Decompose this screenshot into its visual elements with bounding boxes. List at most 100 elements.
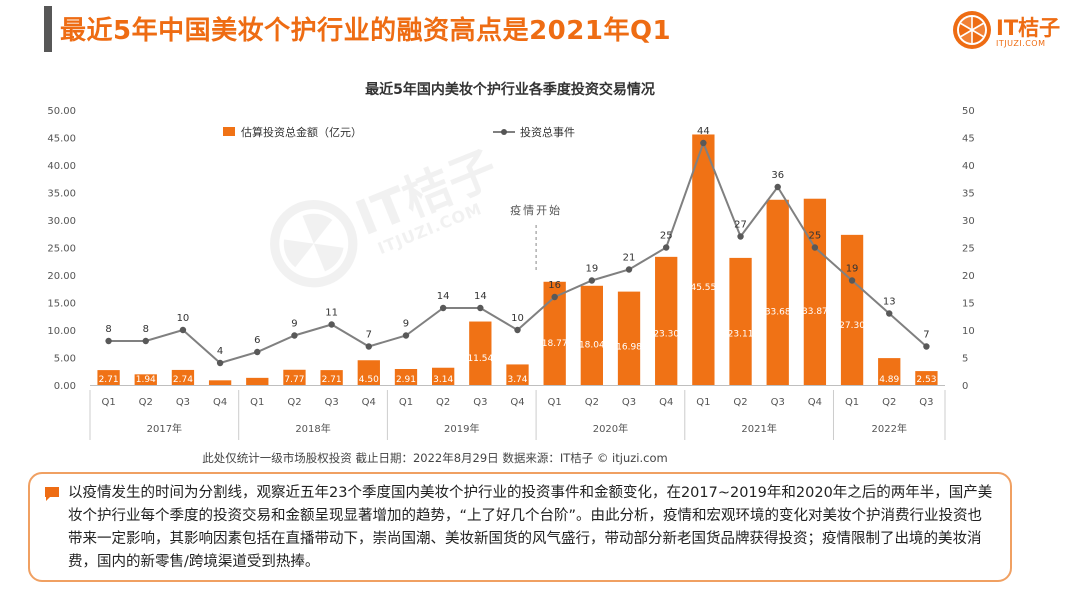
events-data-label: 4 [217,346,223,357]
y-left-tick-label: 0.00 [54,381,76,392]
chart-title: 最近5年国内美妆个护行业各季度投资交易情况 [365,81,655,98]
x-tick-label: Q2 [585,397,599,408]
bar-data-label: 3.14 [433,375,453,385]
bar [171,369,195,385]
events-data-label: 10 [177,313,190,324]
bar [803,198,827,385]
bar-data-label: 2.71 [322,375,342,385]
x-tick-label: Q4 [362,397,376,408]
events-point [439,304,447,312]
y-right-tick-label: 35 [962,189,975,200]
x-tick-label: Q3 [771,397,785,408]
annotation-label: 疫情开始 [510,203,562,217]
events-data-label: 44 [697,126,710,137]
logo-url: ITJUZI.COM [996,39,1046,48]
events-point [625,266,633,273]
bar-data-label: 1.94 [136,375,156,385]
legend-bar-label: 估算投资总金额（亿元） [241,125,362,139]
events-point [886,310,893,317]
bar-data-label: 2.91 [396,375,416,385]
brand-logo: IT桔子 ITJUZI.COM [952,10,1072,54]
bar [655,256,678,385]
bar [543,281,566,385]
events-point [365,343,373,350]
events-point [402,332,410,339]
x-tick-label: Q3 [473,397,487,408]
x-tick-label: Q3 [622,397,636,408]
x-tick-label: Q1 [250,397,264,408]
events-data-label: 19 [585,264,598,275]
events-data-label: 9 [403,319,409,330]
bar-data-label: 23.11 [728,330,754,340]
events-point [216,359,224,367]
x-tick-label: Q1 [399,397,413,408]
bar [97,370,120,385]
y-left-tick-label: 45.00 [47,134,76,145]
events-data-label: 21 [623,253,636,264]
bar-data-label: 4.50 [359,375,379,385]
events-point [179,326,187,334]
y-right-tick-label: 40 [962,161,975,172]
events-point [254,348,261,356]
bar [394,368,418,385]
bar-data-label: 3.74 [507,375,527,385]
bar [432,367,455,385]
events-point [923,343,930,350]
y-left-tick-label: 15.00 [47,299,76,310]
bar [915,371,938,385]
y-left-tick-label: 30.00 [47,216,76,227]
events-data-label: 16 [548,280,561,291]
events-data-label: 14 [474,291,487,302]
bar-data-label: 2.71 [99,375,119,385]
events-point [774,183,781,191]
legend-line-marker [501,129,507,135]
bar-data-label: 45.55 [690,283,716,293]
speech-bubble-icon [45,487,59,501]
bar [766,199,789,385]
y-right-tick-label: 20 [962,271,975,282]
events-data-label: 14 [437,291,450,302]
y-left-tick-label: 40.00 [47,161,76,172]
x-tick-label: Q4 [659,397,673,408]
events-point [328,321,335,328]
events-point [105,337,112,345]
analysis-note-box: 以疫情发生的时间为分割线，观察近五年23个季度国内美妆个护行业的投资事件和金额变… [28,472,1012,582]
bar [617,291,641,385]
year-group-label: 2017年 [147,422,182,435]
x-tick-label: Q1 [101,397,115,408]
bar [692,134,715,385]
analysis-note-text: 以疫情发生的时间为分割线，观察近五年23个季度国内美妆个护行业的投资事件和金额变… [68,485,993,570]
y-left-tick-label: 35.00 [47,189,76,200]
events-point [514,326,521,334]
bar [469,321,492,385]
x-tick-label: Q1 [696,397,710,408]
bar-data-label: 33.87 [802,307,828,317]
bar-data-label: 2.53 [916,375,936,385]
bar-data-label: 16.98 [616,343,642,353]
investment-chart: 最近5年国内美妆个护行业各季度投资交易情况 0.00 5.00 10.00 15.00 2… [47,81,975,440]
y-right-tick-label: 30 [962,216,975,227]
x-tick-label: Q4 [213,397,227,408]
events-point [551,293,558,301]
year-group-label: 2018年 [295,422,330,435]
bar-data-label: 27.30 [839,321,865,331]
logo-text: IT桔子 [996,16,1061,40]
year-group-label: 2021年 [741,422,776,435]
bar-data-label: 33.68 [765,308,791,318]
events-point [477,304,484,312]
bar [357,360,380,385]
events-data-label: 27 [734,220,747,231]
bar [134,374,157,385]
y-right-tick-label: 50 [962,106,975,117]
year-group-label: 2022年 [872,422,907,435]
x-tick-label: Q4 [510,397,524,408]
events-data-label: 13 [883,297,896,308]
events-data-label: 10 [511,313,524,324]
events-point [700,139,707,147]
bar-data-label: 18.77 [542,339,568,349]
bar-data-label: 11.54 [467,354,493,364]
y-right-tick-label: 10 [962,326,975,337]
bar [878,358,901,385]
legend-bar-swatch [223,127,235,136]
x-tick-label: Q2 [139,397,153,408]
